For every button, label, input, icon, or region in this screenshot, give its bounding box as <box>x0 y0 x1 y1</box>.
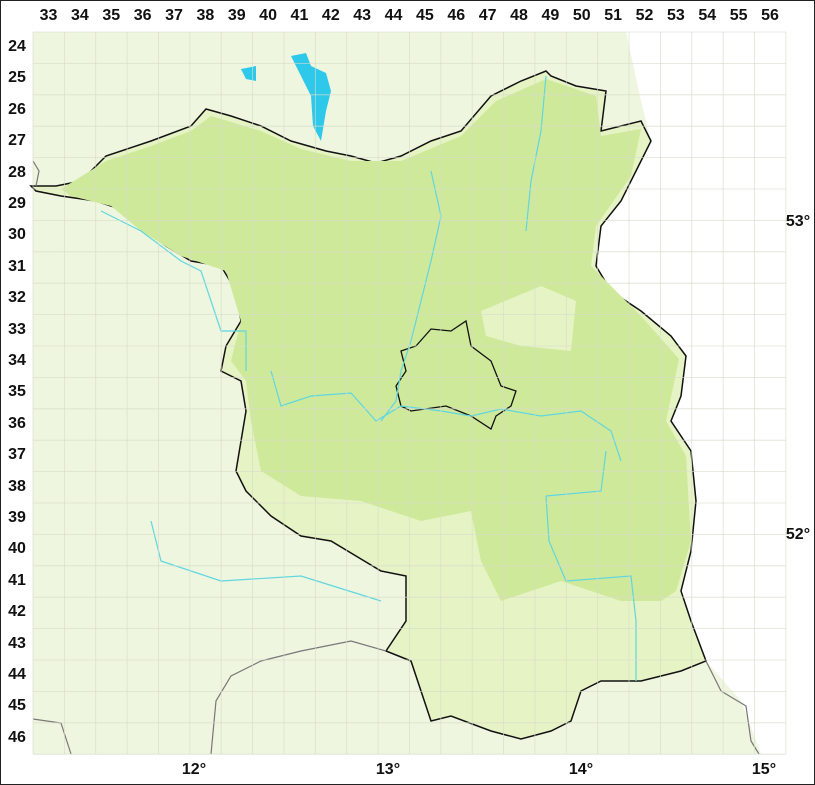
grid-row-label: 30 <box>8 226 26 244</box>
grid-row-label: 25 <box>8 69 26 87</box>
grid-lines <box>32 31 787 755</box>
grid-column-label: 33 <box>39 7 58 24</box>
grid-row-label: 24 <box>8 38 26 55</box>
grid-column-label: 41 <box>290 7 309 24</box>
border-line <box>210 640 387 755</box>
river <box>545 450 637 681</box>
grid-column-label: 51 <box>604 7 623 24</box>
grid-column-label: 55 <box>729 7 748 24</box>
grid-row-label: 44 <box>8 666 26 683</box>
grid-column-label: 54 <box>698 7 717 24</box>
grid-row-label: 40 <box>8 540 26 558</box>
grid-row-label: 35 <box>8 383 26 401</box>
grid-row-label: 27 <box>8 132 26 150</box>
grid-row-label: 34 <box>8 352 26 369</box>
grid-column-label: 34 <box>70 7 89 24</box>
grid-row-label: 28 <box>8 163 26 181</box>
grid-column-label: 56 <box>761 7 779 24</box>
longitude-label: 12° <box>181 761 207 778</box>
grid-row-label: 32 <box>8 289 26 307</box>
grid-column-label: 47 <box>478 7 497 24</box>
grid-column-label: 36 <box>133 7 152 24</box>
river <box>100 210 247 371</box>
longitude-label: 15° <box>751 761 777 778</box>
rivers <box>100 75 637 681</box>
grid-column-label: 37 <box>165 7 183 24</box>
latitude-label: 52° <box>785 526 811 543</box>
river <box>525 75 547 232</box>
grid-column-label: 40 <box>259 7 277 24</box>
longitude-label: 14° <box>568 761 594 778</box>
longitude-label: 13° <box>375 761 401 778</box>
grid-row-label: 37 <box>8 446 26 464</box>
grid-row-label: 36 <box>8 414 26 432</box>
border-line <box>705 660 760 755</box>
grid-column-label: 46 <box>447 7 466 24</box>
grid-row-label: 39 <box>8 509 26 526</box>
border-line <box>32 160 40 187</box>
grid-row-label: 38 <box>8 477 26 495</box>
latitude-label: 53° <box>785 213 811 230</box>
grid-column-label: 50 <box>572 7 591 24</box>
grid-column-label: 49 <box>541 7 560 24</box>
grid-row-label: 29 <box>8 195 26 212</box>
grid-column-label: 43 <box>353 7 372 24</box>
grid-row-label: 45 <box>8 697 26 715</box>
grid-column-label: 42 <box>321 7 340 24</box>
grid-row-label: 33 <box>8 320 26 338</box>
grid-column-label: 38 <box>196 7 215 24</box>
grid-column-label: 53 <box>666 7 685 24</box>
grid-row-label: 46 <box>8 728 26 746</box>
grid-row-label: 41 <box>8 571 26 589</box>
river <box>380 170 442 422</box>
grid-row-label: 42 <box>8 603 26 621</box>
grid-column-label: 45 <box>416 7 434 24</box>
lake <box>291 53 331 141</box>
grid-row-label: 26 <box>8 100 26 118</box>
light-patch <box>481 286 576 351</box>
east-outside-area <box>596 32 786 754</box>
grid-column-label: 52 <box>635 7 654 24</box>
grid-column-label: 35 <box>102 7 121 24</box>
grid-column-label: 39 <box>227 7 246 24</box>
grid-row-label: 31 <box>8 257 26 275</box>
grid-row-label: 43 <box>8 634 26 652</box>
dense-occurrence-area <box>61 79 691 601</box>
grid-column-label: 44 <box>384 7 403 24</box>
grid-column-label: 48 <box>510 7 528 24</box>
